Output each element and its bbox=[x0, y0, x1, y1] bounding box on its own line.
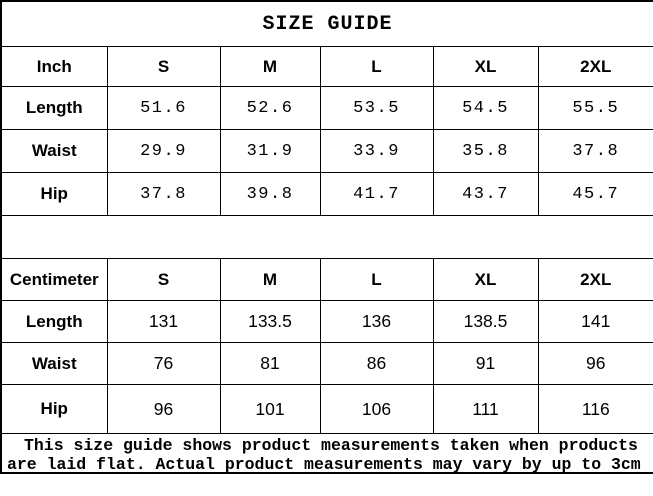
cm-waist-row: Waist 76 81 86 91 96 bbox=[0, 342, 653, 385]
measurement-cell: 106 bbox=[319, 384, 434, 434]
measurement-cell: 55.5 bbox=[537, 86, 653, 130]
row-label-hip: Hip bbox=[0, 384, 108, 434]
size-header-xl: XL bbox=[432, 46, 539, 87]
measurement-cell: 33.9 bbox=[319, 129, 434, 173]
measurement-cell: 116 bbox=[537, 384, 653, 434]
measurement-cell: 41.7 bbox=[319, 172, 434, 216]
measurement-cell: 81 bbox=[219, 342, 321, 385]
measurement-cell: 133.5 bbox=[219, 300, 321, 343]
measurement-cell: 101 bbox=[219, 384, 321, 434]
measurement-cell: 37.8 bbox=[537, 129, 653, 173]
measurement-cell: 131 bbox=[106, 300, 221, 343]
page-title: SIZE GUIDE bbox=[0, 0, 653, 47]
inch-hip-row: Hip 37.8 39.8 41.7 43.7 45.7 bbox=[0, 172, 653, 216]
measurement-cell: 37.8 bbox=[106, 172, 221, 216]
size-guide-table: SIZE GUIDE Inch S M L XL 2XL Length 51.6… bbox=[0, 0, 653, 474]
spacer-cell bbox=[0, 215, 653, 259]
measurement-cell: 51.6 bbox=[106, 86, 221, 130]
unit-label-inch: Inch bbox=[0, 46, 108, 87]
row-label-waist: Waist bbox=[0, 342, 108, 385]
unit-label-centimeter: Centimeter bbox=[0, 258, 108, 301]
note-cell: This size guide shows product measuremen… bbox=[0, 433, 653, 474]
note-line-2: are laid flat. Actual product measuremen… bbox=[7, 455, 641, 472]
measurement-cell: 45.7 bbox=[537, 172, 653, 216]
inch-header-row: Inch S M L XL 2XL bbox=[0, 46, 653, 87]
row-label-length: Length bbox=[0, 86, 108, 130]
measurement-cell: 111 bbox=[432, 384, 539, 434]
measurement-cell: 76 bbox=[106, 342, 221, 385]
measurement-cell: 136 bbox=[319, 300, 434, 343]
measurement-cell: 141 bbox=[537, 300, 653, 343]
row-label-length: Length bbox=[0, 300, 108, 343]
note-row: This size guide shows product measuremen… bbox=[0, 433, 653, 474]
size-header-m: M bbox=[219, 258, 321, 301]
measurement-cell: 138.5 bbox=[432, 300, 539, 343]
measurement-cell: 86 bbox=[319, 342, 434, 385]
cm-header-row: Centimeter S M L XL 2XL bbox=[0, 258, 653, 301]
measurement-cell: 96 bbox=[106, 384, 221, 434]
spacer-row bbox=[0, 215, 653, 259]
cm-length-row: Length 131 133.5 136 138.5 141 bbox=[0, 300, 653, 343]
title-row: SIZE GUIDE bbox=[0, 0, 653, 47]
measurement-cell: 39.8 bbox=[219, 172, 321, 216]
measurement-cell: 96 bbox=[537, 342, 653, 385]
size-header-l: L bbox=[319, 46, 434, 87]
row-label-hip: Hip bbox=[0, 172, 108, 216]
inch-waist-row: Waist 29.9 31.9 33.9 35.8 37.8 bbox=[0, 129, 653, 173]
note-line-1: This size guide shows product measuremen… bbox=[24, 436, 638, 455]
measurement-cell: 43.7 bbox=[432, 172, 539, 216]
size-header-2xl: 2XL bbox=[537, 258, 653, 301]
measurement-cell: 91 bbox=[432, 342, 539, 385]
measurement-cell: 53.5 bbox=[319, 86, 434, 130]
measurement-cell: 52.6 bbox=[219, 86, 321, 130]
note-text: This size guide shows product measuremen… bbox=[2, 434, 653, 472]
size-header-xl: XL bbox=[432, 258, 539, 301]
size-header-2xl: 2XL bbox=[537, 46, 653, 87]
size-header-s: S bbox=[106, 46, 221, 87]
size-header-m: M bbox=[219, 46, 321, 87]
cm-hip-row: Hip 96 101 106 111 116 bbox=[0, 384, 653, 434]
inch-length-row: Length 51.6 52.6 53.5 54.5 55.5 bbox=[0, 86, 653, 130]
size-header-s: S bbox=[106, 258, 221, 301]
measurement-cell: 29.9 bbox=[106, 129, 221, 173]
measurement-cell: 35.8 bbox=[432, 129, 539, 173]
measurement-cell: 31.9 bbox=[219, 129, 321, 173]
row-label-waist: Waist bbox=[0, 129, 108, 173]
size-header-l: L bbox=[319, 258, 434, 301]
measurement-cell: 54.5 bbox=[432, 86, 539, 130]
